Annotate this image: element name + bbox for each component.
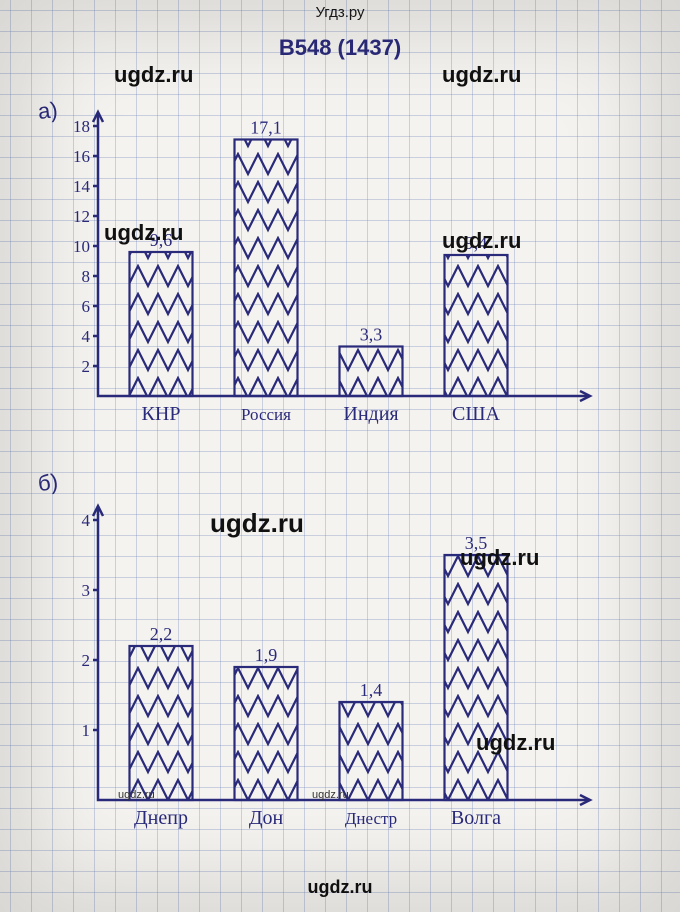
watermark: ugdz.ru — [118, 789, 155, 801]
bar-category-label: Россия — [241, 405, 291, 424]
y-tick-label: 2 — [82, 651, 91, 670]
y-tick-label: 4 — [82, 327, 91, 346]
y-tick-label: 10 — [73, 237, 90, 256]
bar — [130, 646, 193, 800]
bar-category-label: Волга — [451, 807, 501, 829]
bar-value-label: 2,2 — [150, 624, 173, 644]
site-header: Угдз.ру — [0, 4, 680, 21]
y-tick-label: 14 — [73, 177, 91, 196]
bar-category-label: Дон — [249, 807, 284, 829]
watermark: ugdz.ru — [442, 62, 521, 88]
bar — [340, 702, 403, 800]
watermark: ugdz.ru — [460, 545, 539, 571]
site-footer: ugdz.ru — [0, 877, 680, 898]
watermark: ugdz.ru — [210, 508, 304, 539]
watermark: ugdz.ru — [442, 228, 521, 254]
bar — [445, 555, 508, 800]
y-tick-label: 16 — [73, 147, 90, 166]
bar — [235, 140, 298, 397]
bar — [235, 667, 298, 800]
watermark: ugdz.ru — [312, 789, 349, 801]
chart-a: 24681012141618 9,6КНР17,1Россия3,3Индия9… — [68, 96, 628, 436]
bar — [340, 347, 403, 397]
y-tick-label: 1 — [82, 721, 91, 740]
bar-value-label: 3,3 — [360, 325, 383, 345]
y-tick-label: 18 — [73, 117, 90, 136]
bar-category-label: Днепр — [134, 807, 188, 829]
y-tick-label: 8 — [82, 267, 91, 286]
y-tick-label: 4 — [82, 511, 91, 530]
chart-b: 1234 2,2Днепр1,9Дон1,4Днестр3,5Волга — [68, 470, 628, 840]
bar-category-label: КНР — [142, 403, 181, 425]
bar — [130, 252, 193, 396]
watermark: ugdz.ru — [104, 220, 183, 246]
y-tick-label: 2 — [82, 357, 91, 376]
bar-category-label: Индия — [343, 403, 398, 425]
bar-category-label: Днестр — [345, 809, 397, 828]
bar-category-label: США — [452, 403, 501, 425]
section-b-label: б) — [37, 469, 60, 497]
page-title: В548 (1437) — [0, 35, 680, 61]
watermark: ugdz.ru — [114, 62, 193, 88]
bar-value-label: 1,4 — [360, 680, 383, 700]
bar — [445, 255, 508, 396]
y-tick-label: 6 — [82, 297, 91, 316]
y-tick-label: 12 — [73, 207, 90, 226]
bar-value-label: 1,9 — [255, 645, 278, 665]
bar-value-label: 17,1 — [250, 118, 282, 138]
section-a-label: а) — [37, 97, 59, 125]
watermark: ugdz.ru — [476, 730, 555, 756]
y-tick-label: 3 — [82, 581, 91, 600]
